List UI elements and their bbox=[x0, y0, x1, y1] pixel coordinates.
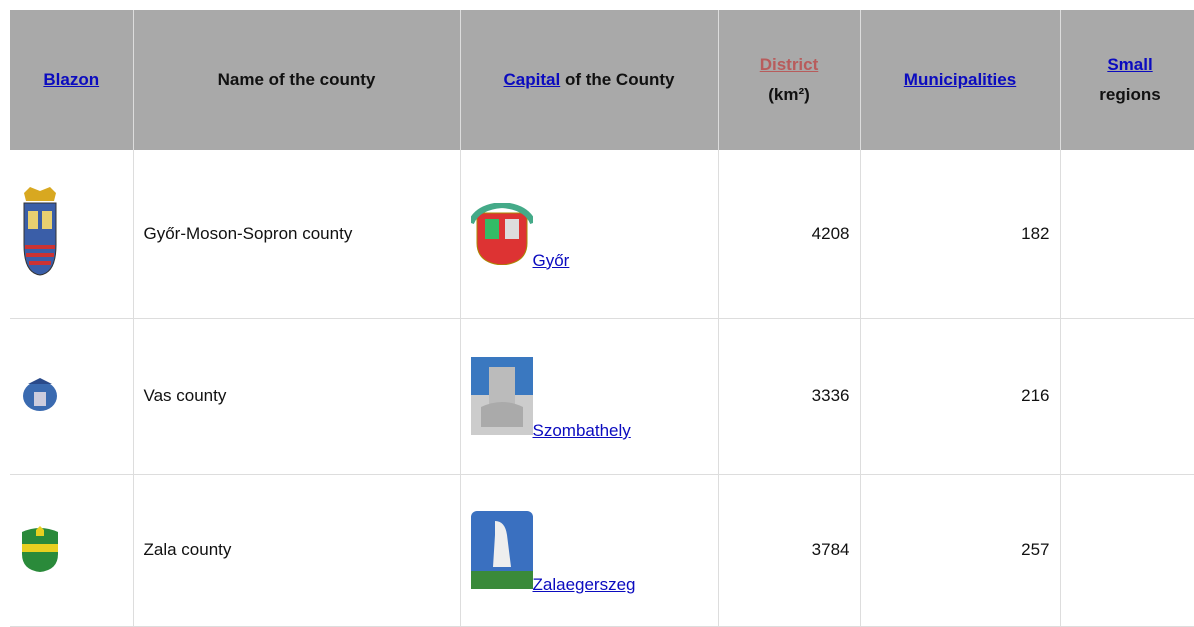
header-link[interactable]: Capital bbox=[503, 70, 561, 89]
table-row: Győr-Moson-Sopron county Győr 4208 182 7 bbox=[10, 150, 1194, 319]
area-value: 3784 bbox=[811, 540, 850, 559]
area-value: 3336 bbox=[811, 386, 850, 405]
capital-icon bbox=[470, 202, 533, 265]
capital-icon-and-link: Zalaegerszeg bbox=[470, 511, 708, 594]
area-cell: 3784 bbox=[718, 474, 861, 627]
header-link[interactable]: Small bbox=[1107, 55, 1153, 74]
blazon-cell bbox=[10, 318, 134, 475]
header-cell: District (km²) bbox=[718, 10, 861, 150]
capital-icon-and-link: Győr bbox=[470, 202, 708, 270]
capital-cell: Zalaegerszeg bbox=[460, 474, 719, 627]
header-cell: Name of the county bbox=[133, 10, 461, 150]
municipalities-cell: 182 bbox=[860, 150, 1061, 319]
coat-of-arms-icon bbox=[20, 524, 123, 577]
header-text: (km²) bbox=[768, 85, 810, 104]
header-link[interactable]: Municipalities bbox=[903, 70, 1017, 89]
capital-icon bbox=[470, 357, 533, 435]
table-row: Vas county Szombathely 3336 216 9 bbox=[10, 318, 1194, 475]
area-cell: 4208 bbox=[718, 150, 861, 319]
small-regions-cell: 9 bbox=[1060, 474, 1194, 627]
header-cell: Small regions bbox=[1060, 10, 1194, 150]
header-link[interactable]: District bbox=[759, 55, 819, 74]
header-text: regions bbox=[1099, 85, 1161, 104]
municipalities-value: 257 bbox=[1021, 540, 1050, 559]
capital-link[interactable]: Szombathely bbox=[532, 421, 631, 440]
municipalities-value: 216 bbox=[1021, 386, 1050, 405]
header-link[interactable]: Blazon bbox=[43, 70, 100, 89]
header-cell: Municipalities bbox=[860, 10, 1061, 150]
county-name-cell: Zala county bbox=[133, 474, 461, 627]
capital-icon bbox=[470, 511, 533, 589]
counties-table: Blazon Name of the county Capital of the C… bbox=[10, 10, 1194, 627]
blazon-cell bbox=[10, 150, 134, 319]
small-regions-cell: 9 bbox=[1060, 318, 1194, 475]
header-row: Blazon Name of the county Capital of the C… bbox=[10, 10, 1194, 150]
small-regions-cell: 7 bbox=[1060, 150, 1194, 319]
county-name-cell: Győr-Moson-Sopron county bbox=[133, 150, 461, 319]
county-name-cell: Vas county bbox=[133, 318, 461, 475]
capital-cell: Szombathely bbox=[460, 318, 719, 475]
header-text: Name of the county bbox=[217, 70, 376, 89]
coat-of-arms-icon bbox=[20, 185, 123, 282]
capital-link[interactable]: Győr bbox=[532, 250, 570, 270]
coat-of-arms-icon bbox=[20, 374, 123, 419]
blazon-cell bbox=[10, 474, 134, 627]
county-name: Vas county bbox=[143, 386, 227, 405]
capital-link[interactable]: Zalaegerszeg bbox=[532, 575, 636, 594]
header-cell: Blazon bbox=[10, 10, 134, 150]
county-name: Zala county bbox=[143, 540, 232, 559]
county-name: Győr-Moson-Sopron county bbox=[143, 223, 353, 243]
municipalities-cell: 216 bbox=[860, 318, 1061, 475]
header-cell: Capital of the County bbox=[460, 10, 719, 150]
municipalities-value: 182 bbox=[1021, 223, 1050, 243]
capital-icon-and-link: Szombathely bbox=[470, 357, 708, 440]
header-text: of the County bbox=[564, 70, 675, 89]
area-cell: 3336 bbox=[718, 318, 861, 475]
capital-cell: Győr bbox=[460, 150, 719, 319]
area-value: 4208 bbox=[811, 223, 850, 243]
table-container: Blazon Name of the county Capital of the C… bbox=[10, 10, 1194, 627]
table-body: Győr-Moson-Sopron countyGyőr42081827Vas … bbox=[10, 150, 1194, 627]
table-row: Zala county Zalaegerszeg 3784 257 9 bbox=[10, 474, 1194, 627]
municipalities-cell: 257 bbox=[860, 474, 1061, 627]
